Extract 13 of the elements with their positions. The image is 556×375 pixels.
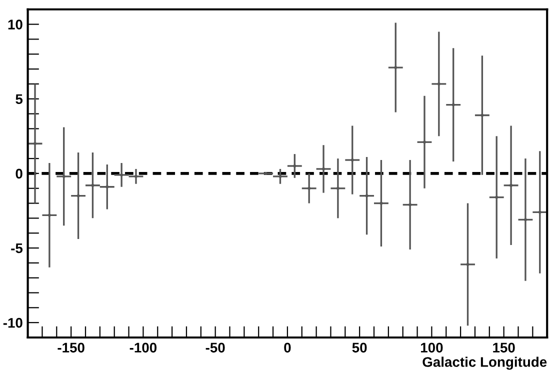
y-tick-label: 0 [16,168,22,179]
y-tick-label: 10 [8,20,22,30]
y-tick-label: -10 [3,318,22,328]
x-tick-label: -50 [206,342,225,353]
x-tick-label: -150 [58,342,84,353]
x-tick-label: 50 [352,342,367,353]
x-tick-label: 150 [493,342,515,353]
x-tick-label: 0 [284,342,291,353]
y-tick-label: -5 [11,243,23,254]
y-tick-label: 5 [16,94,23,104]
x-axis-title: Galactic Longitude [422,356,547,370]
x-tick-label: 100 [420,342,443,353]
x-tick-label: -100 [130,342,157,353]
